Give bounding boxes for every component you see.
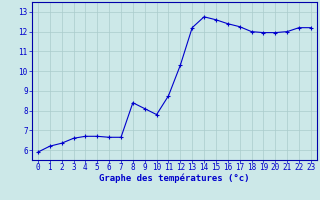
X-axis label: Graphe des températures (°c): Graphe des températures (°c) [99, 173, 250, 183]
